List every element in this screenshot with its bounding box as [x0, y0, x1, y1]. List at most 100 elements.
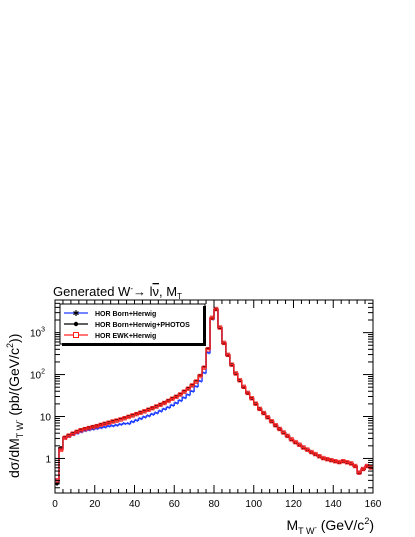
data-point [229, 362, 235, 367]
data-point [225, 352, 231, 358]
legend-item-born: ✱ HOR Born+Herwig [64, 309, 156, 318]
data-point [174, 401, 179, 405]
series-2 [55, 306, 373, 483]
data-point [265, 415, 270, 420]
circle-marker-icon [73, 321, 79, 327]
data-point [158, 409, 163, 413]
data-point [162, 407, 167, 411]
legend: ✱ HOR Born+Herwig HOR Born+Herwig+PHOTOS… [59, 303, 206, 346]
star-marker-icon: ✱ [73, 309, 80, 318]
data-point [110, 424, 115, 428]
data-point [289, 437, 294, 442]
data-point [102, 425, 107, 429]
data-point [273, 423, 278, 428]
data-point [221, 340, 227, 346]
square-marker-icon [73, 332, 79, 338]
y-axis: 1 10 102 103 [30, 299, 373, 489]
data-point [305, 447, 310, 452]
data-point [281, 430, 286, 435]
data-point [166, 405, 171, 410]
x-tick-label: 60 [169, 499, 181, 510]
x-axis-label: MT W- (GeV/c2) [286, 516, 374, 536]
data-point [114, 423, 119, 427]
data-point [201, 365, 207, 371]
legend-label-born: HOR Born+Herwig [95, 311, 156, 318]
data-point [297, 442, 302, 447]
data-point [142, 415, 147, 419]
data-point [134, 418, 139, 423]
chart-title: Generated W-→ lν, MT [53, 284, 182, 301]
data-point [197, 373, 203, 379]
legend-label-ewk: HOR EWK+Herwig [95, 333, 156, 340]
data-point [106, 424, 111, 428]
data-point [261, 410, 266, 416]
data-point [150, 412, 155, 417]
data-point [154, 411, 159, 415]
data-point [138, 416, 143, 421]
data-point [277, 426, 282, 432]
data-point [233, 371, 239, 376]
y-axis-label: dσ/dMT W- (pb/(GeV/c2)) [5, 334, 25, 478]
data-point [181, 389, 187, 394]
y-tick-label: 1 [45, 454, 51, 465]
data-point [194, 384, 198, 389]
data-point [249, 396, 254, 401]
x-tick-label: 40 [129, 499, 141, 510]
legend-shadow-bottom [62, 343, 206, 346]
legend-label-photos: HOR Born+Herwig+PHOTOS [95, 322, 190, 329]
data-point [217, 325, 223, 330]
data-point [62, 435, 68, 441]
data-point [205, 347, 211, 352]
data-point [356, 470, 362, 475]
x-axis: 0 20 40 60 80 100 120 140 160 [52, 300, 382, 510]
data-point [182, 395, 186, 400]
data-point [213, 306, 219, 312]
plot-area: 0 20 40 60 80 100 120 140 160 1 10 102 103 [30, 299, 382, 510]
data-point [178, 392, 183, 397]
x-tick-label: 20 [89, 499, 101, 510]
x-tick-label: 100 [245, 499, 262, 510]
x-tick-label: 80 [208, 499, 220, 510]
x-tick-label: 0 [52, 499, 58, 510]
data-point [189, 383, 195, 388]
data-point [198, 379, 202, 383]
y-tick-label: 10 [40, 413, 52, 424]
data-point [55, 482, 59, 486]
y-tick-label: 102 [30, 369, 45, 382]
data-point [206, 351, 210, 355]
legend-shadow-right [203, 306, 206, 346]
legend-item-photos: HOR Born+Herwig+PHOTOS [64, 321, 190, 329]
data-point [237, 378, 243, 383]
data-point [293, 439, 298, 445]
x-tick-label: 120 [285, 499, 302, 510]
data-point [146, 414, 151, 418]
data-point [190, 389, 194, 394]
data-point [193, 379, 199, 384]
data-point [245, 390, 250, 396]
data-point [209, 315, 215, 321]
data-point [202, 371, 206, 375]
data-point [352, 463, 358, 469]
data-point [126, 421, 131, 426]
data-point [285, 433, 290, 439]
data-point [348, 461, 354, 466]
data-point [186, 392, 190, 397]
data-point [122, 421, 127, 426]
data-point [253, 401, 258, 406]
data-point [185, 386, 191, 391]
data-point [174, 394, 179, 400]
data-point [257, 406, 262, 412]
data-point [360, 466, 366, 472]
data-point [58, 447, 64, 453]
x-tick-label: 140 [325, 499, 342, 510]
data-point [94, 426, 99, 431]
data-point [170, 403, 175, 408]
x-tick-label: 160 [365, 499, 382, 510]
series-layer [55, 306, 373, 486]
y-tick-label: 103 [30, 327, 45, 340]
data-point [241, 384, 247, 390]
data-point [269, 419, 274, 424]
data-point [178, 398, 182, 403]
